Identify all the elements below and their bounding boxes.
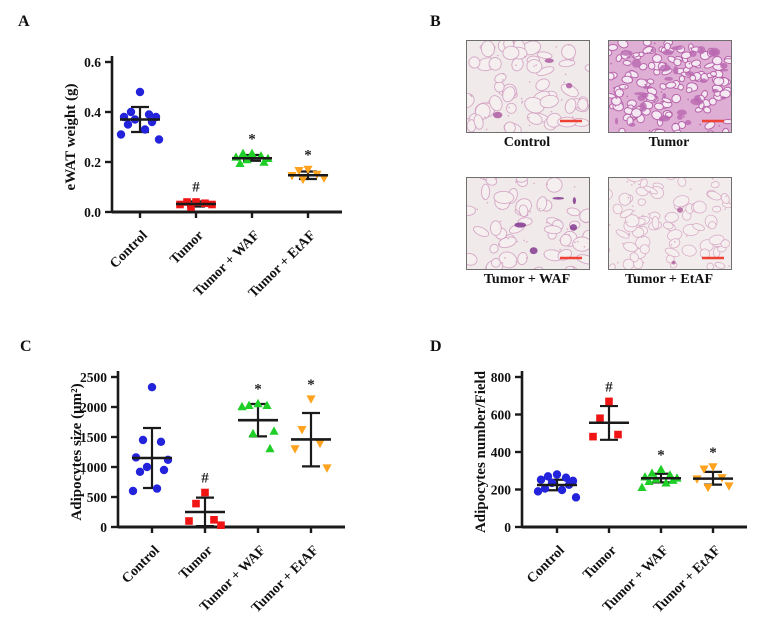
panel-label-b: B — [430, 13, 441, 30]
chart-adipocytes-number: 0 200 400 600 800 Adipocytes number/Field Cont… — [383, 315, 766, 630]
group-tumor-etaf: * — [290, 377, 332, 473]
panel-label-d: D — [430, 338, 442, 355]
significance-marker: * — [304, 148, 312, 164]
y-axis-label: Adipocytes number/Field — [473, 370, 489, 533]
histology-caption: Tumor + EtAF — [624, 272, 714, 287]
histology-image-tumor — [608, 40, 732, 133]
y-axis-label: eWAT weight (g) — [63, 84, 79, 191]
group-tumor-waf: * — [237, 381, 279, 453]
group-tumor: # — [185, 471, 225, 529]
histology-figure-tumor-waf: Tumor + WAF — [466, 177, 590, 287]
x-category-label: Tumor — [176, 543, 215, 582]
chart-ewat-weight: 0.0 0.2 0.4 0.6 eWAT weight (g) Control Tumor T… — [0, 0, 383, 315]
significance-marker: * — [709, 445, 717, 461]
chart-adipocytes-size: 0 500 1000 1500 2000 2500 Adipocytes size (μm²… — [0, 315, 383, 630]
y-tick-label: 0.6 — [84, 55, 101, 70]
y-tick-label: 600 — [491, 408, 512, 423]
x-category-label: Control — [107, 228, 151, 272]
y-tick-label: 800 — [491, 370, 512, 385]
histology-caption: Tumor — [648, 135, 690, 150]
y-tick-label: 1000 — [80, 460, 107, 475]
histology-panel: Control Tumor Tumor + WAF Tumor + EtAF — [383, 0, 766, 315]
y-tick-label: 200 — [491, 483, 512, 498]
y-tick-label: 0.4 — [84, 105, 101, 120]
y-tick-label: 0.2 — [84, 155, 101, 170]
y-tick-label: 500 — [87, 490, 108, 505]
histology-caption: Control — [503, 135, 551, 150]
y-tick-label: 0 — [100, 520, 107, 535]
significance-marker: * — [657, 447, 665, 463]
panel-label-c: C — [20, 338, 32, 355]
x-category-label: Tumor — [580, 543, 619, 582]
group-control — [128, 383, 173, 496]
y-tick-label: 0 — [504, 520, 511, 535]
adipocyte-cells — [467, 41, 589, 132]
histology-figure-tumor: Tumor — [608, 40, 732, 150]
y-axis-label: Adipocytes size (μm²) — [69, 383, 85, 520]
significance-marker: * — [254, 381, 262, 397]
significance-marker: # — [605, 379, 613, 395]
adipocyte-cells — [609, 178, 731, 269]
adipocyte-cells — [609, 41, 731, 132]
histology-image-tumor-waf — [466, 177, 590, 270]
histology-image-tumor-etaf — [608, 177, 732, 270]
group-control — [116, 87, 164, 144]
histology-figure-tumor-etaf: Tumor + EtAF — [608, 177, 732, 287]
x-category-label: Control — [119, 543, 163, 587]
group-tumor-waf: * — [231, 131, 273, 168]
y-tick-label: 0.0 — [84, 205, 101, 220]
adipocyte-cells — [467, 178, 589, 269]
group-tumor-etaf: * — [287, 148, 329, 185]
y-tick-label: 1500 — [80, 430, 107, 445]
histology-figure-control: Control — [466, 40, 590, 150]
significance-marker: # — [201, 471, 209, 487]
group-tumor-etaf: * — [692, 445, 734, 493]
significance-marker: * — [307, 377, 315, 393]
y-tick-label: 2500 — [80, 370, 107, 385]
y-tick-label: 2000 — [80, 400, 107, 415]
histology-image-control — [466, 40, 590, 133]
histology-caption: Tumor + WAF — [483, 272, 571, 287]
group-tumor-waf: * — [637, 447, 682, 492]
significance-marker: * — [248, 131, 256, 147]
panel-label-a: A — [18, 13, 30, 30]
y-tick-label: 400 — [491, 445, 512, 460]
group-tumor: # — [589, 379, 629, 441]
group-tumor: # — [176, 180, 216, 211]
x-category-label: Control — [524, 543, 568, 587]
x-category-label: Tumor — [167, 228, 206, 267]
significance-marker: # — [192, 180, 200, 196]
group-control — [533, 470, 581, 502]
